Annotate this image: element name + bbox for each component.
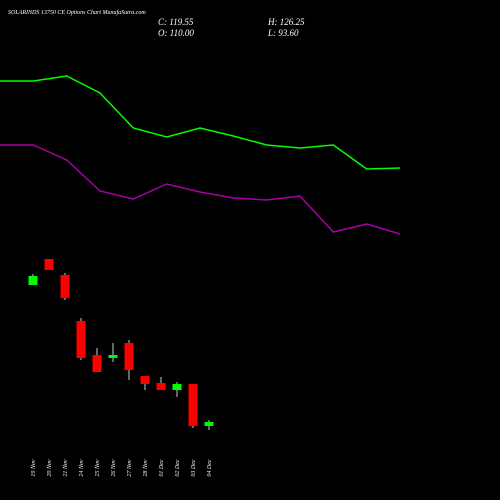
x-tick-label: 27 Nov — [127, 459, 133, 477]
x-tick-label: 28 Nov — [143, 459, 149, 477]
open-info: O: 110.00 — [158, 28, 194, 38]
chart-title: SOLARINDS 13750 CE Options Chart MunafaS… — [8, 9, 146, 16]
close-info: C: 119.55 — [158, 17, 194, 27]
candle-body — [204, 422, 214, 426]
candle-body — [76, 321, 86, 358]
x-tick-label: 04 Dec — [206, 459, 213, 476]
candle-body — [108, 355, 118, 358]
candle-body — [28, 276, 38, 285]
candle-body — [44, 259, 54, 270]
high-info: H: 126.25 — [267, 17, 305, 27]
line-series — [0, 144, 401, 235]
candle-body — [188, 384, 198, 426]
candle-body — [124, 343, 134, 370]
x-tick-label: 20 Nov — [47, 459, 53, 477]
candle-body — [156, 383, 166, 390]
candle-body — [140, 376, 150, 384]
low-info: L: 93.60 — [267, 28, 299, 38]
x-tick-label: 24 Nov — [78, 459, 85, 477]
x-tick-label: 21 Nov — [63, 459, 69, 477]
x-tick-label: 03 Dec — [191, 459, 197, 476]
line-series — [0, 75, 401, 170]
candle-body — [60, 275, 70, 298]
x-tick-label: 02 Dec — [175, 459, 181, 476]
x-tick-label: 25 Nov — [95, 459, 101, 477]
x-tick-label: 26 Nov — [111, 459, 117, 477]
candle-body — [92, 355, 102, 372]
candle-body — [172, 384, 182, 390]
x-tick-label: 19 Nov — [31, 459, 37, 477]
x-tick-label: 01 Dec — [159, 459, 165, 476]
